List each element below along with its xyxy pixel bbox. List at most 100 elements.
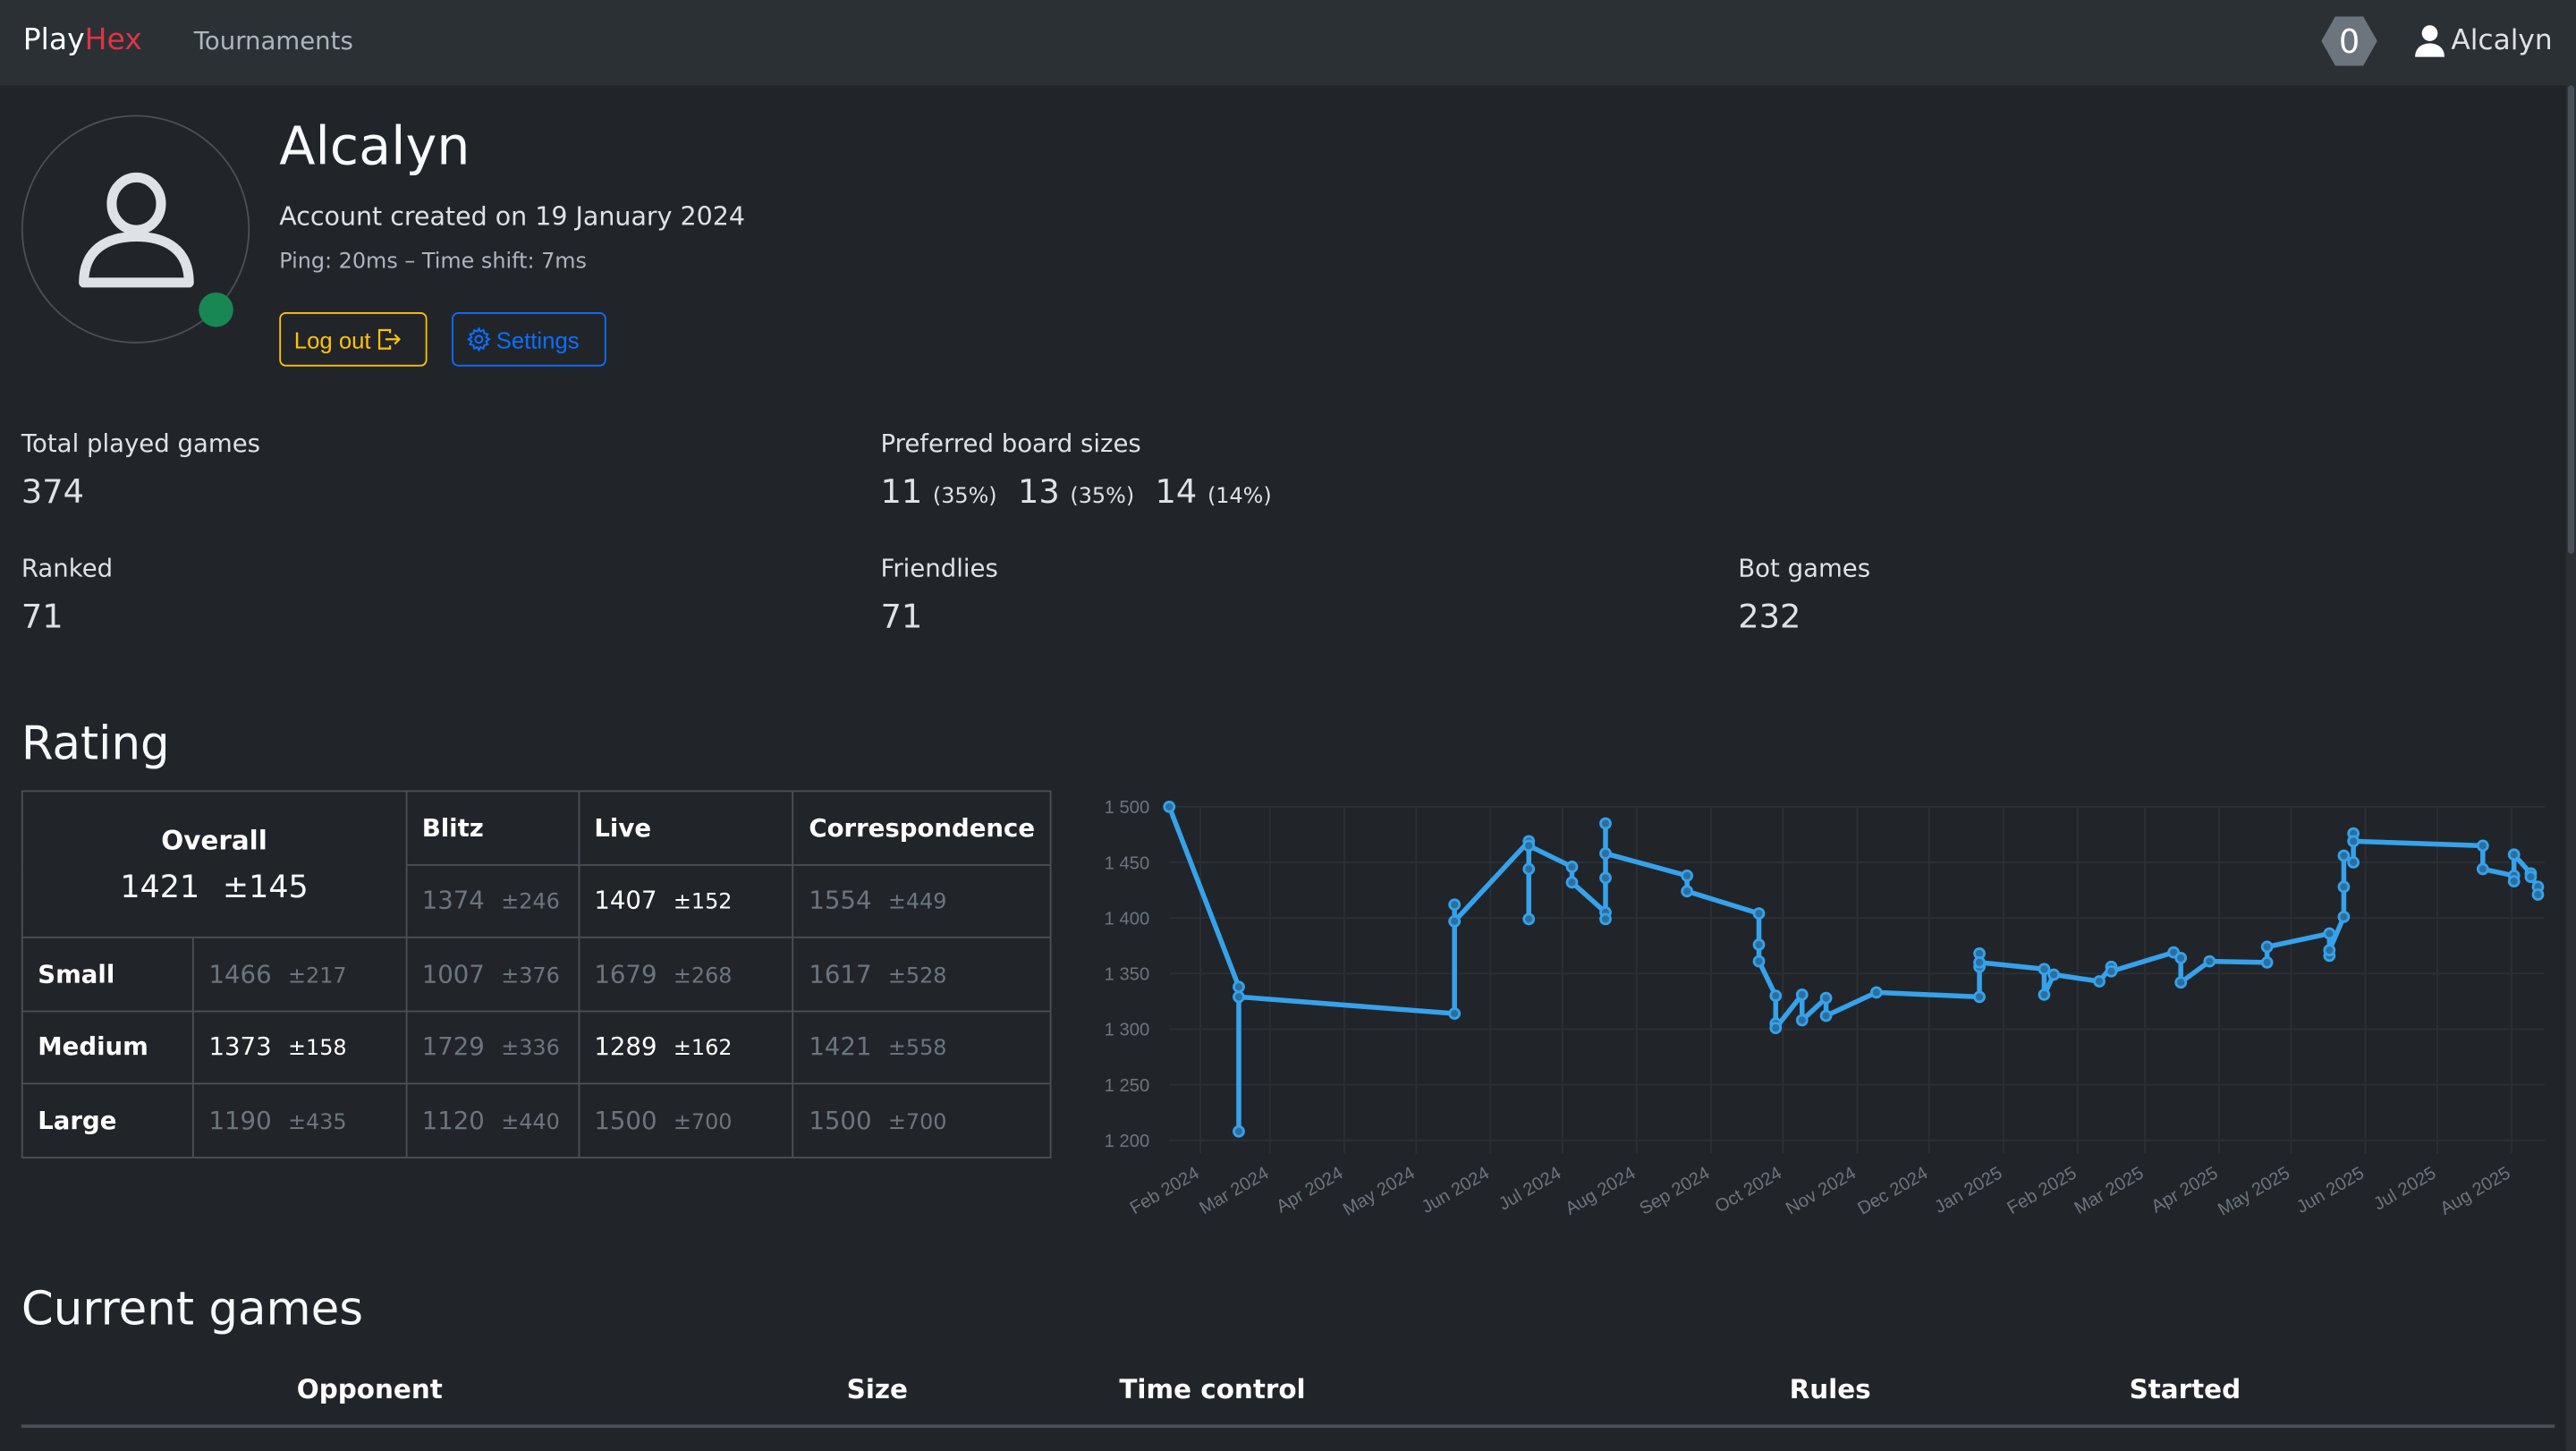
rating-cell: 1500 ±700 <box>792 1082 1052 1158</box>
rating-deviation: ±158 <box>288 1037 347 1062</box>
rating-deviation: ±336 <box>501 1037 560 1062</box>
online-status-dot <box>199 292 233 327</box>
data-point <box>2347 835 2360 848</box>
size: 11 <box>880 471 923 512</box>
data-point <box>1522 839 1536 853</box>
data-point <box>1769 989 1783 1003</box>
user-menu[interactable]: Alcalyn <box>2411 23 2553 59</box>
rating-value: 1679 <box>594 959 657 989</box>
data-point <box>2323 944 2336 957</box>
column-started: Started <box>2129 1373 2241 1405</box>
ranked-value: 71 <box>21 596 64 636</box>
column-rules: Rules <box>1789 1373 1871 1405</box>
data-point <box>1752 955 1766 968</box>
data-point <box>2038 963 2051 976</box>
data-point <box>1233 1124 1245 1138</box>
total-games-label: Total played games <box>21 429 261 459</box>
bot-games-label: Bot games <box>1738 553 1871 584</box>
overall-cell: Overall 1421 ±145 <box>21 790 408 938</box>
data-point <box>2507 875 2521 887</box>
data-point <box>2337 880 2351 894</box>
notification-badge[interactable]: 0 <box>2321 16 2377 66</box>
total-games-value: 374 <box>21 471 85 512</box>
y-tick-label: 1 300 <box>1105 1021 1150 1040</box>
x-tick-label: Nov 2024 <box>1783 1163 1860 1218</box>
rating-cell: 1617 ±528 <box>792 936 1052 1012</box>
rating-value: 1729 <box>421 1031 485 1062</box>
data-point <box>1769 1022 1783 1035</box>
data-point <box>1522 862 1536 876</box>
data-point <box>1681 885 1694 898</box>
rating-deviation: ±268 <box>673 963 733 989</box>
data-point <box>1795 1014 1809 1027</box>
scrollbar[interactable] <box>2565 85 2576 1451</box>
overall-rating: 1421 <box>120 868 200 905</box>
table-row-large: Large 1190 ±435 1120 ±440 1500 ±700 1500 ±70… <box>21 1082 1052 1158</box>
data-point <box>1599 871 1612 885</box>
logo-hex: Hex <box>84 22 142 58</box>
data-point <box>1522 912 1536 926</box>
rating-cell: 1407 ±152 <box>578 863 794 938</box>
logo[interactable]: PlayHex <box>23 23 142 58</box>
column-size: Size <box>846 1373 908 1405</box>
data-point <box>2531 888 2545 901</box>
data-point <box>1448 1007 1462 1020</box>
rating-line <box>1166 805 2541 1134</box>
data-point <box>2524 870 2538 884</box>
rating-deviation: ±162 <box>673 1037 733 1062</box>
avatar <box>21 115 250 344</box>
size-pct: (35%) <box>1070 484 1135 510</box>
data-point <box>1752 938 1766 951</box>
data-point <box>2347 856 2360 869</box>
friendlies-value: 71 <box>880 596 923 636</box>
data-point <box>1973 955 1986 969</box>
overall-header: Overall <box>161 824 267 856</box>
rating-value: 1466 <box>208 959 272 989</box>
data-point <box>1599 847 1612 860</box>
x-tick-label: Jan 2025 <box>1931 1163 2005 1218</box>
data-point <box>1795 988 1809 1001</box>
data-point <box>1448 898 1462 912</box>
profile-name: Alcalyn <box>279 115 470 178</box>
live-header: Live <box>578 790 794 866</box>
data-point <box>1973 990 1986 1004</box>
rating-chart[interactable]: 1 500 1 450 1 400 1 350 1 300 1 250 1 200 Feb 2… <box>1084 772 2563 1249</box>
rating-cell: 1729 ±336 <box>405 1009 580 1085</box>
correspondence-header: Correspondence <box>792 790 1052 866</box>
x-tick-label: Mar 2024 <box>1196 1163 1272 1218</box>
username: Alcalyn <box>2451 24 2553 58</box>
data-point <box>2507 848 2521 861</box>
data-point <box>1565 861 1579 873</box>
nav-tournaments[interactable]: Tournaments <box>193 26 353 56</box>
bot-games-value: 232 <box>1738 596 1801 636</box>
y-tick-label: 1 250 <box>1105 1076 1150 1096</box>
size-pct: (35%) <box>932 484 997 510</box>
data-point <box>1599 817 1612 830</box>
x-tick-label: Mar 2025 <box>2072 1163 2148 1218</box>
settings-button[interactable]: Settings <box>452 311 606 367</box>
row-label: Small <box>21 936 194 1012</box>
x-tick-label: Dec 2024 <box>1854 1163 1931 1218</box>
rating-deviation: ±246 <box>501 890 560 916</box>
size: 14 <box>1155 471 1198 512</box>
data-point <box>2105 964 2118 978</box>
rating-cell: 1500 ±700 <box>578 1082 794 1158</box>
row-label: Large <box>21 1082 194 1158</box>
data-point <box>2093 975 2106 988</box>
rating-value: 1120 <box>421 1105 485 1135</box>
data-point <box>1869 986 1883 999</box>
data-point <box>2174 951 2188 964</box>
x-tick-label: Apr 2025 <box>2148 1163 2222 1217</box>
rating-deviation: ±376 <box>501 963 560 989</box>
rating-value: 1407 <box>594 886 657 916</box>
person-icon <box>79 172 194 288</box>
rating-value: 1554 <box>809 886 872 916</box>
rating-value: Overall 1421 ±145 Blitz Live Corresponden… <box>21 790 1052 1158</box>
logout-button[interactable]: Log out <box>279 311 428 367</box>
rating-table: Overall 1421 ±145 Blitz Live Corresponden… <box>21 790 1052 1158</box>
y-tick-label: 1 450 <box>1105 853 1150 873</box>
current-games-heading: Current games <box>21 1281 364 1336</box>
data-point <box>1233 980 1245 994</box>
rating-cell: 1289 ±162 <box>578 1009 794 1085</box>
scrollbar-thumb[interactable] <box>2567 85 2575 554</box>
